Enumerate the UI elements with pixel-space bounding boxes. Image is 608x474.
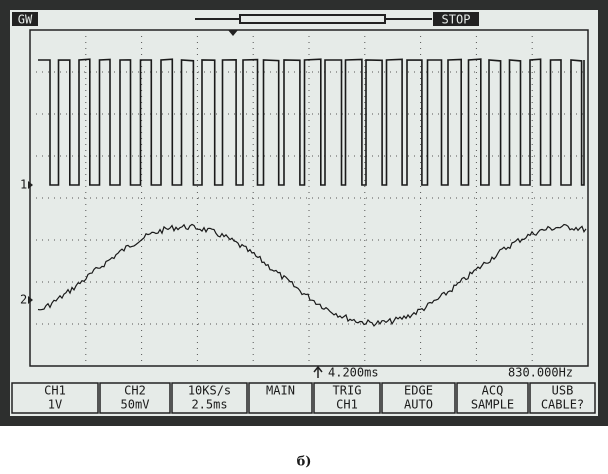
menu-label: EDGE (404, 384, 433, 398)
caption: б) (297, 455, 312, 470)
menu-label: MAIN (266, 384, 295, 398)
run-status: STOP (442, 13, 471, 27)
menu-value: CH1 (336, 398, 358, 412)
menu-value: SAMPLE (471, 398, 514, 412)
menu-label: ACQ (482, 384, 504, 398)
menu-label: CH1 (44, 384, 66, 398)
menu-value: 2.5ms (191, 398, 227, 412)
menu-label: TRIG (333, 384, 362, 398)
menu-label: 10KS/s (188, 384, 231, 398)
trigger-time: 4.200ms (328, 366, 379, 380)
menu-value: 1V (48, 398, 62, 412)
ch2-marker: 2 (20, 293, 27, 307)
menu-value: AUTO (404, 398, 433, 412)
menu-value: 50mV (121, 398, 150, 412)
oscilloscope-photo: GW STOP 1 2 4.200ms 830.000Hz CH11VCH250… (0, 0, 608, 474)
memory-window (240, 15, 385, 23)
ch1-marker: 1 (20, 178, 27, 192)
menu-label: CH2 (124, 384, 146, 398)
menu-value: CABLE? (541, 398, 584, 412)
frequency: 830.000Hz (508, 366, 573, 380)
menu-label: USB (552, 384, 574, 398)
brand: GW (18, 13, 33, 27)
